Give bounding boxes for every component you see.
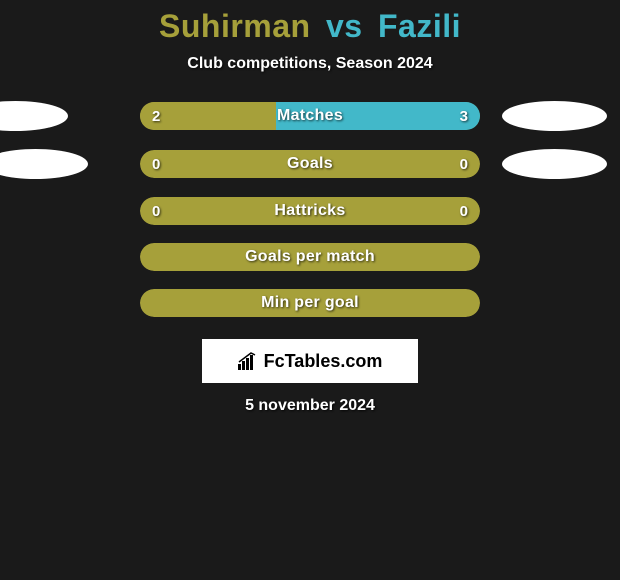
stat-label: Hattricks (140, 197, 480, 225)
player2-avatar-oval (502, 101, 607, 131)
stat-bar: Goals per match (140, 243, 480, 271)
title: Suhirman vs Fazili (0, 8, 620, 45)
title-player1: Suhirman (159, 8, 311, 44)
chart-icon (238, 352, 260, 370)
title-player2: Fazili (378, 8, 461, 44)
stat-label: Goals (140, 150, 480, 178)
player1-avatar-oval (0, 101, 68, 131)
stat-row: Min per goal (0, 289, 620, 317)
stat-bar: 23Matches (140, 102, 480, 130)
subtitle: Club competitions, Season 2024 (0, 55, 620, 73)
stat-bar: 00Goals (140, 150, 480, 178)
stat-row: Goals per match (0, 243, 620, 271)
stat-label: Matches (140, 102, 480, 130)
brand-badge: FcTables.com (202, 339, 418, 383)
stat-rows: 23Matches 00Goals 00Hattricks Goals per mat… (0, 101, 620, 317)
stat-row: 23Matches (0, 101, 620, 131)
title-vs: vs (326, 8, 363, 44)
comparison-infographic: Suhirman vs Fazili Club competitions, Se… (0, 0, 620, 415)
stat-label: Goals per match (140, 243, 480, 271)
date-text: 5 november 2024 (0, 397, 620, 415)
stat-bar: 00Hattricks (140, 197, 480, 225)
stat-row: 00Hattricks (0, 197, 620, 225)
stat-bar: Min per goal (140, 289, 480, 317)
stat-row: 00Goals (0, 149, 620, 179)
brand-label: FcTables.com (264, 351, 383, 372)
player2-avatar-oval (502, 149, 607, 179)
brand-text: FcTables.com (238, 351, 383, 372)
stat-label: Min per goal (140, 289, 480, 317)
player1-avatar-oval (0, 149, 88, 179)
